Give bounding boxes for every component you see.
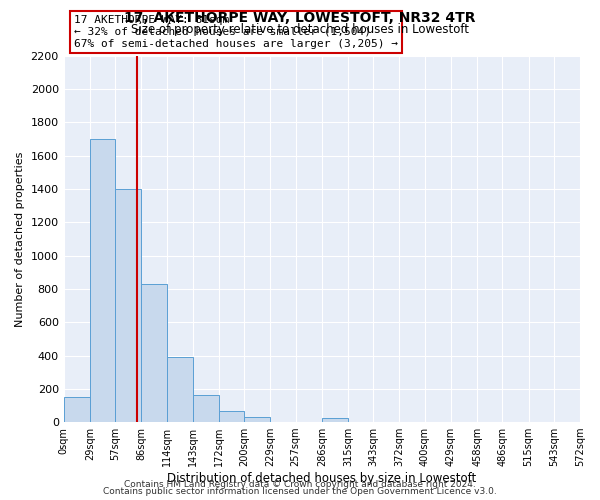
Text: 17, AKETHORPE WAY, LOWESTOFT, NR32 4TR: 17, AKETHORPE WAY, LOWESTOFT, NR32 4TR: [124, 11, 476, 25]
Text: Contains public sector information licensed under the Open Government Licence v3: Contains public sector information licen…: [103, 487, 497, 496]
Bar: [322, 418, 348, 422]
Text: Size of property relative to detached houses in Lowestoft: Size of property relative to detached ho…: [131, 22, 469, 36]
Bar: [115, 189, 141, 422]
Bar: [244, 417, 271, 422]
Text: Contains HM Land Registry data © Crown copyright and database right 2024.: Contains HM Land Registry data © Crown c…: [124, 480, 476, 489]
Bar: [193, 394, 219, 422]
Bar: [167, 357, 193, 422]
Bar: [219, 412, 244, 422]
Text: 17 AKETHORPE WAY: 81sqm
← 32% of detached houses are smaller (1,504)
67% of semi: 17 AKETHORPE WAY: 81sqm ← 32% of detache…: [74, 16, 398, 48]
X-axis label: Distribution of detached houses by size in Lowestoft: Distribution of detached houses by size …: [167, 472, 476, 485]
Y-axis label: Number of detached properties: Number of detached properties: [15, 152, 25, 326]
Bar: [64, 397, 90, 422]
Bar: [90, 139, 115, 422]
Bar: [141, 284, 167, 422]
